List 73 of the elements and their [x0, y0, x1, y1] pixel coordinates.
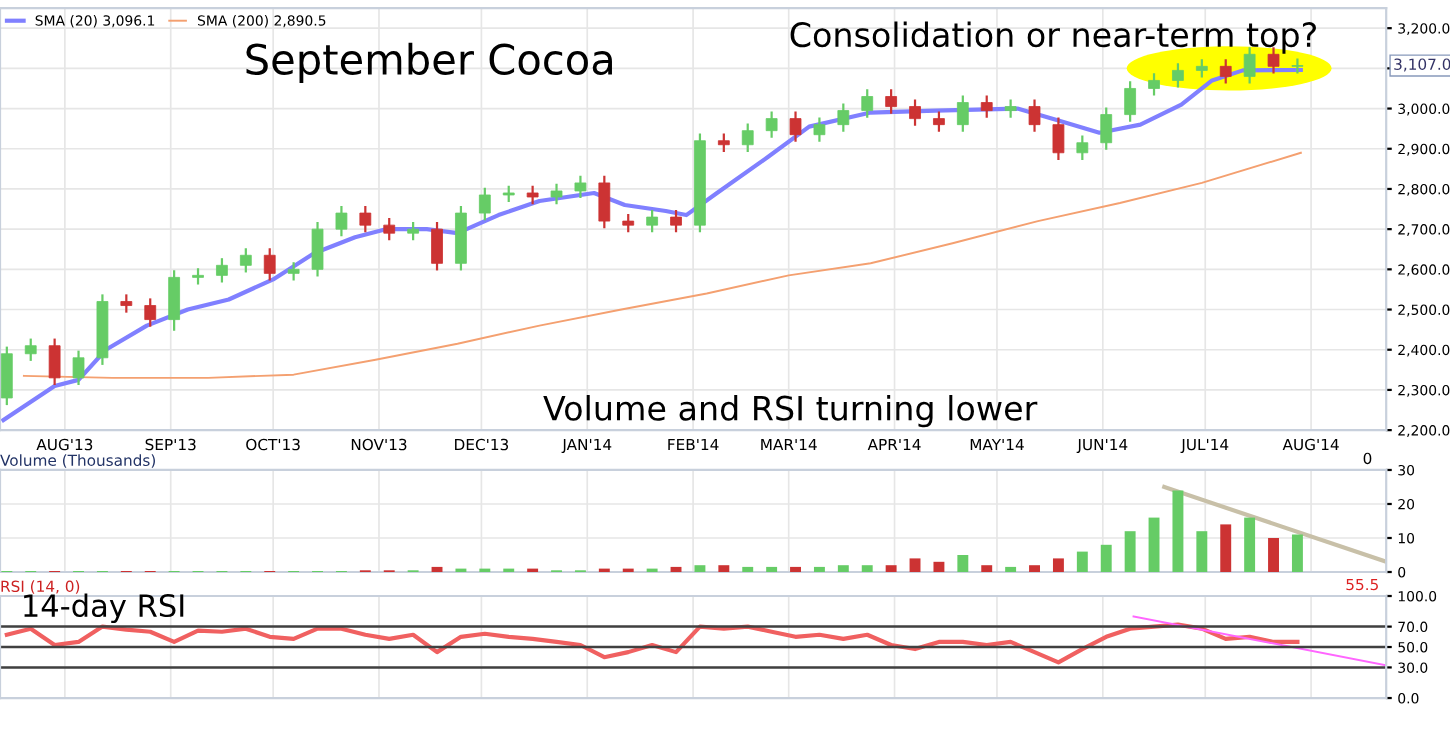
candlestick — [1148, 73, 1160, 96]
bar — [861, 565, 873, 573]
candlestick — [1124, 81, 1137, 122]
candlestick — [1076, 135, 1089, 160]
candlestick — [574, 175, 587, 199]
candlestick — [0, 346, 13, 406]
annotation: Volume and RSI turning lower — [543, 395, 1038, 428]
candlestick — [765, 111, 778, 138]
bar — [1124, 531, 1136, 573]
bar — [981, 565, 993, 573]
candlestick — [670, 209, 682, 233]
candlestick — [933, 111, 945, 132]
bar — [1148, 517, 1160, 573]
bar — [1100, 544, 1112, 573]
bar — [766, 566, 778, 573]
candlestick — [646, 209, 659, 233]
candlestick — [478, 187, 491, 221]
bar — [694, 565, 706, 573]
bar — [1220, 524, 1232, 573]
candlestick — [861, 89, 874, 118]
candlestick — [1028, 99, 1041, 132]
bar — [957, 555, 969, 573]
candlestick — [1100, 107, 1113, 150]
candlestick — [837, 103, 850, 132]
candlestick — [741, 123, 754, 152]
line-series — [4, 622, 1300, 665]
candlestick — [383, 217, 396, 241]
bar — [1268, 538, 1279, 573]
bar — [885, 565, 897, 573]
candlestick — [1291, 58, 1304, 74]
candlestick — [1172, 63, 1184, 88]
candlestick — [598, 175, 611, 229]
candlestick — [1052, 117, 1065, 160]
candlestick — [311, 222, 324, 277]
candlestick — [168, 270, 181, 331]
candlestick — [980, 95, 993, 118]
candlestick — [789, 111, 802, 142]
candlestick — [1219, 59, 1232, 84]
bar — [1291, 534, 1303, 573]
bar — [1076, 551, 1088, 573]
bar — [909, 558, 921, 573]
bar — [1052, 558, 1064, 573]
bar — [1005, 566, 1017, 573]
candlestick — [550, 183, 563, 205]
candlestick — [956, 95, 969, 132]
candlestick — [909, 99, 921, 126]
bar — [742, 566, 754, 573]
bar — [790, 566, 801, 573]
annotation: Consolidation or near-term top? — [790, 21, 1316, 54]
candlestick — [192, 268, 204, 285]
bar — [1244, 517, 1256, 573]
candlestick — [239, 248, 252, 273]
bar — [837, 565, 849, 573]
candlestick — [48, 338, 61, 386]
bar — [933, 561, 945, 573]
text: September Cocoa — [246, 42, 612, 84]
bar — [1029, 565, 1040, 573]
candlestick — [263, 248, 276, 281]
candlestick — [885, 89, 898, 114]
candlestick — [216, 258, 228, 283]
candlestick — [72, 350, 85, 386]
bar — [1196, 531, 1208, 573]
candlestick — [431, 222, 443, 271]
bar — [813, 566, 825, 573]
line-series — [22, 151, 1302, 379]
candlestick — [335, 205, 348, 237]
candlestick — [24, 338, 37, 361]
candlestick — [359, 205, 372, 233]
candlestick — [144, 298, 157, 327]
candlestick — [813, 117, 826, 142]
bar — [718, 565, 730, 573]
annotation: 14-day RSI — [24, 593, 184, 624]
bar — [1172, 490, 1184, 573]
